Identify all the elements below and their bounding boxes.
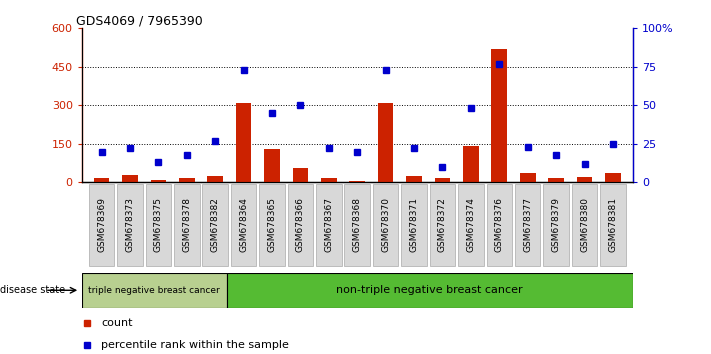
Text: disease state: disease state [0, 285, 65, 295]
Text: GSM678376: GSM678376 [495, 197, 504, 252]
Text: GSM678368: GSM678368 [353, 197, 362, 252]
FancyBboxPatch shape [458, 184, 483, 266]
Bar [491, 49, 507, 182]
FancyBboxPatch shape [600, 184, 626, 266]
FancyBboxPatch shape [89, 184, 114, 266]
FancyBboxPatch shape [543, 184, 569, 266]
FancyBboxPatch shape [203, 184, 228, 266]
Bar [208, 176, 223, 182]
Bar [151, 180, 166, 182]
FancyBboxPatch shape [117, 184, 143, 266]
FancyBboxPatch shape [515, 184, 540, 266]
Bar [227, 273, 633, 308]
Bar [406, 176, 422, 182]
FancyBboxPatch shape [345, 184, 370, 266]
Text: GSM678369: GSM678369 [97, 197, 106, 252]
Text: non-triple negative breast cancer: non-triple negative breast cancer [336, 285, 523, 295]
Bar [577, 177, 592, 182]
Text: GSM678380: GSM678380 [580, 197, 589, 252]
FancyBboxPatch shape [174, 184, 200, 266]
Text: GSM678381: GSM678381 [609, 197, 617, 252]
FancyBboxPatch shape [572, 184, 597, 266]
Bar [378, 103, 393, 182]
Bar [94, 178, 109, 182]
Text: GSM678366: GSM678366 [296, 197, 305, 252]
Text: GSM678371: GSM678371 [410, 197, 419, 252]
Text: percentile rank within the sample: percentile rank within the sample [101, 339, 289, 350]
Text: GSM678374: GSM678374 [466, 197, 476, 252]
Text: GSM678364: GSM678364 [239, 197, 248, 252]
Bar [463, 147, 479, 182]
FancyBboxPatch shape [373, 184, 398, 266]
FancyBboxPatch shape [486, 184, 512, 266]
FancyBboxPatch shape [146, 184, 171, 266]
Bar [548, 178, 564, 182]
Bar [179, 178, 195, 182]
Text: triple negative breast cancer: triple negative breast cancer [88, 286, 220, 295]
Bar [293, 168, 309, 182]
Bar [264, 149, 280, 182]
Text: GSM678377: GSM678377 [523, 197, 533, 252]
FancyBboxPatch shape [231, 184, 257, 266]
Bar [236, 103, 252, 182]
Text: count: count [101, 318, 132, 329]
Bar [122, 175, 138, 182]
FancyBboxPatch shape [316, 184, 342, 266]
FancyBboxPatch shape [260, 184, 285, 266]
Bar [321, 178, 337, 182]
Text: GSM678365: GSM678365 [267, 197, 277, 252]
Bar [520, 173, 535, 182]
Text: GSM678367: GSM678367 [324, 197, 333, 252]
Text: GSM678373: GSM678373 [126, 197, 134, 252]
Text: GSM678382: GSM678382 [210, 197, 220, 252]
Text: GSM678370: GSM678370 [381, 197, 390, 252]
Bar [434, 178, 450, 182]
Text: GSM678379: GSM678379 [552, 197, 560, 252]
Text: GSM678378: GSM678378 [182, 197, 191, 252]
FancyBboxPatch shape [401, 184, 427, 266]
Bar [605, 173, 621, 182]
Bar [82, 273, 227, 308]
Text: GSM678372: GSM678372 [438, 197, 447, 252]
Text: GDS4069 / 7965390: GDS4069 / 7965390 [76, 14, 203, 27]
FancyBboxPatch shape [288, 184, 314, 266]
Text: GSM678375: GSM678375 [154, 197, 163, 252]
Bar [350, 181, 365, 182]
FancyBboxPatch shape [429, 184, 455, 266]
